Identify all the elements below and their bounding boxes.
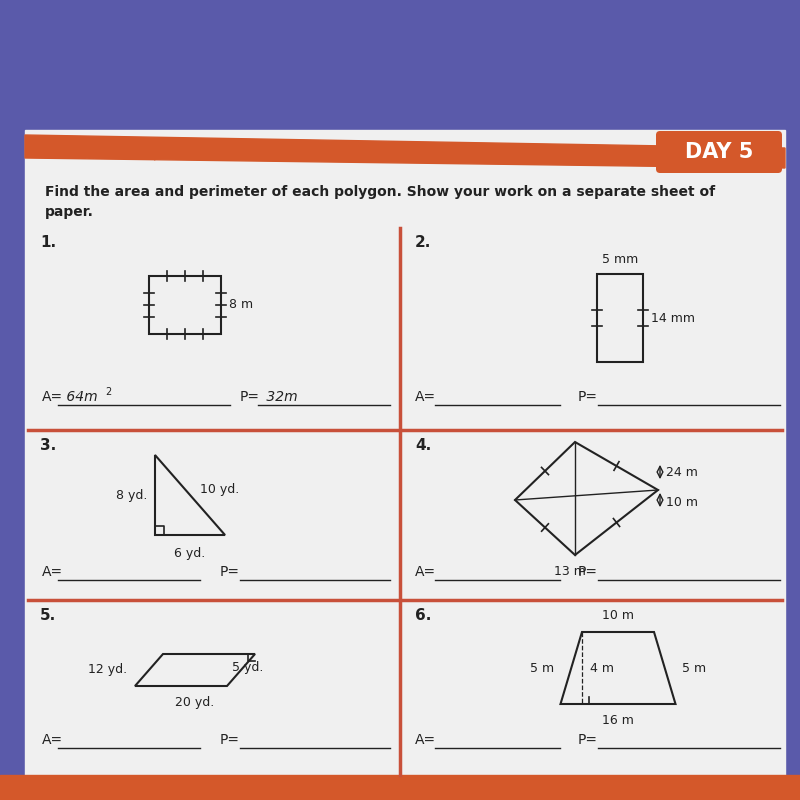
Text: P=: P=: [578, 390, 598, 404]
Text: 8 yd.: 8 yd.: [116, 489, 147, 502]
Text: 64m: 64m: [62, 390, 98, 404]
Bar: [149, 276, 221, 334]
Text: 16 m: 16 m: [602, 714, 634, 727]
Polygon shape: [25, 135, 785, 168]
Text: 3.: 3.: [40, 438, 56, 453]
Text: 8 m: 8 m: [229, 298, 253, 311]
Text: 5 m: 5 m: [530, 662, 554, 674]
Text: P=: P=: [220, 733, 240, 747]
Text: 12 yd.: 12 yd.: [88, 663, 127, 677]
Text: A=: A=: [42, 733, 63, 747]
Text: A=: A=: [415, 565, 436, 579]
Text: 24 m: 24 m: [666, 466, 698, 478]
Bar: [597, 274, 643, 362]
Text: DAY 5: DAY 5: [685, 142, 753, 162]
Text: 4 m: 4 m: [590, 662, 614, 674]
Text: P=: P=: [578, 733, 598, 747]
Text: P=: P=: [240, 390, 260, 404]
Text: A=: A=: [42, 565, 63, 579]
Text: 5 mm: 5 mm: [602, 253, 638, 266]
Text: A=: A=: [42, 390, 63, 404]
Text: 2: 2: [105, 387, 111, 397]
Text: 13 m: 13 m: [554, 565, 586, 578]
Text: 20 yd.: 20 yd.: [175, 696, 214, 709]
Text: 10 m: 10 m: [602, 609, 634, 622]
Text: paper.: paper.: [45, 205, 94, 219]
Text: 1.: 1.: [40, 235, 56, 250]
Text: Find the area and perimeter of each polygon. Show your work on a separate sheet : Find the area and perimeter of each poly…: [45, 185, 715, 199]
Text: 5.: 5.: [40, 608, 56, 623]
Bar: [25, 130, 785, 780]
Text: 14 mm: 14 mm: [651, 311, 695, 325]
Bar: [0, 775, 800, 800]
Text: P=: P=: [220, 565, 240, 579]
Text: P=: P=: [578, 565, 598, 579]
Text: 5 m: 5 m: [682, 662, 706, 674]
Text: 6.: 6.: [415, 608, 431, 623]
Text: 5 yd.: 5 yd.: [232, 662, 263, 674]
Text: 2.: 2.: [415, 235, 431, 250]
Text: 4.: 4.: [415, 438, 431, 453]
FancyBboxPatch shape: [656, 131, 782, 173]
Text: 32m: 32m: [262, 390, 298, 404]
Text: Measurement/Grammar: Measurement/Grammar: [70, 149, 220, 162]
Text: 10 yd.: 10 yd.: [200, 483, 239, 497]
Text: 6 yd.: 6 yd.: [174, 547, 206, 560]
Text: A=: A=: [415, 733, 436, 747]
Text: A=: A=: [415, 390, 436, 404]
Text: 10 m: 10 m: [666, 495, 698, 509]
